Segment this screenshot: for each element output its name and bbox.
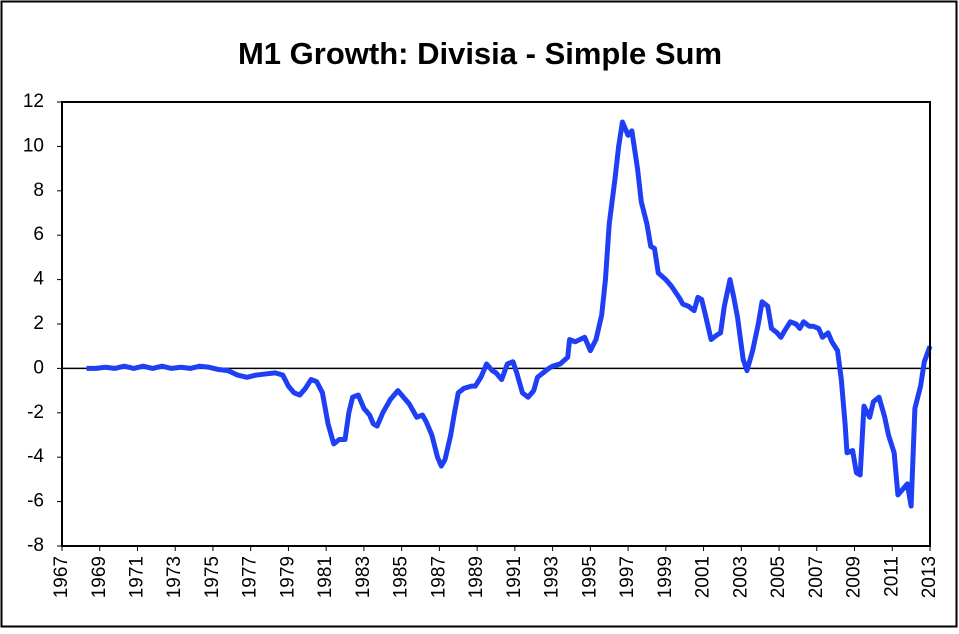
x-tick-label: 2007 bbox=[806, 556, 827, 598]
x-tick-label: 1971 bbox=[126, 556, 147, 598]
x-tick-label: 1987 bbox=[428, 556, 449, 598]
x-tick-label: 1983 bbox=[353, 556, 374, 598]
y-tick-label: 6 bbox=[33, 224, 44, 245]
y-tick-label: 10 bbox=[23, 135, 44, 156]
y-tick-label: 2 bbox=[33, 313, 44, 334]
y-tick-label: 12 bbox=[23, 91, 44, 112]
x-tick-label: 2013 bbox=[919, 556, 940, 598]
x-tick-label: 2009 bbox=[844, 556, 865, 598]
chart-title: M1 Growth: Divisia - Simple Sum bbox=[238, 36, 722, 71]
x-tick-label: 2001 bbox=[693, 556, 714, 598]
x-tick-label: 1995 bbox=[579, 556, 600, 598]
x-tick-label: 2003 bbox=[730, 556, 751, 598]
y-tick-label: -2 bbox=[27, 402, 44, 423]
x-tick-label: 1993 bbox=[542, 556, 563, 598]
data-line bbox=[86, 119, 933, 509]
x-tick-label: 1979 bbox=[277, 556, 298, 598]
x-tick-label: 1977 bbox=[240, 556, 261, 598]
x-tick-label: 1997 bbox=[617, 556, 638, 598]
x-tick-label: 1975 bbox=[202, 556, 223, 598]
x-tick-label: 1969 bbox=[89, 556, 110, 598]
y-tick-label: 8 bbox=[33, 180, 44, 201]
plot-frame bbox=[61, 101, 931, 547]
x-tick-label: 2011 bbox=[881, 556, 902, 597]
y-tick-label: -8 bbox=[27, 535, 44, 556]
x-tick-label: 1981 bbox=[315, 556, 336, 598]
y-tick-label: -6 bbox=[27, 491, 44, 512]
x-tick-label: 2005 bbox=[768, 556, 789, 598]
x-tick-label: 1999 bbox=[655, 556, 676, 598]
x-tick-label: 1989 bbox=[466, 556, 487, 598]
x-tick-label: 1967 bbox=[51, 556, 72, 598]
x-tick-label: 1973 bbox=[164, 556, 185, 598]
x-tick-label: 1991 bbox=[504, 556, 525, 598]
y-tick-label: 0 bbox=[33, 357, 44, 378]
x-tick-label: 1985 bbox=[391, 556, 412, 598]
y-tick-label: -4 bbox=[27, 446, 44, 467]
y-tick-label: 4 bbox=[33, 269, 44, 290]
